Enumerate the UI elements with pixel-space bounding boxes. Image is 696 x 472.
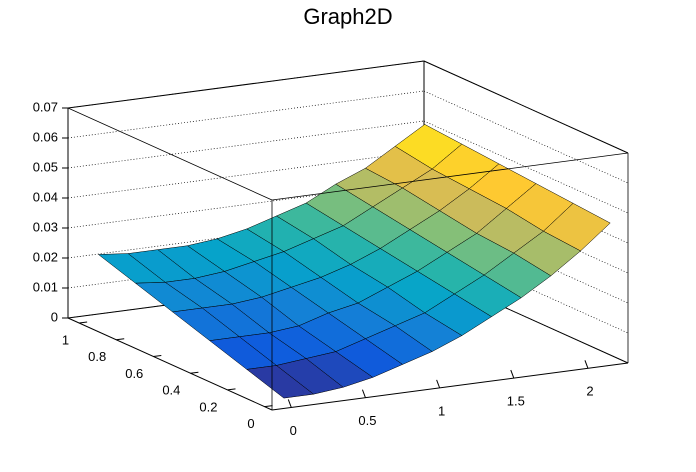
y-tick-label: 0.2 bbox=[199, 399, 217, 414]
z-tick-label: 0.07 bbox=[33, 99, 58, 114]
z-tick-label: 0.05 bbox=[33, 159, 58, 174]
z-tick-label: 0.03 bbox=[33, 219, 58, 234]
x-tick bbox=[287, 399, 292, 408]
grid-line bbox=[423, 270, 629, 364]
y-tick-label: 0 bbox=[247, 416, 254, 431]
grid-line bbox=[423, 90, 629, 184]
y-tick-label: 1 bbox=[62, 332, 69, 347]
z-tick-label: 0.02 bbox=[33, 249, 58, 264]
x-axis bbox=[271, 362, 629, 411]
x-tick-label: 1 bbox=[438, 403, 445, 418]
grid-line bbox=[423, 60, 629, 154]
x-tick-label: 0 bbox=[290, 423, 297, 438]
y-axis bbox=[67, 317, 273, 411]
y-tick-label: 0.6 bbox=[125, 366, 143, 381]
y-tick bbox=[153, 354, 162, 357]
x-tick bbox=[436, 379, 441, 389]
z-tick-label: 0.06 bbox=[33, 129, 58, 144]
x-tick bbox=[361, 389, 366, 398]
y-tick bbox=[227, 388, 236, 391]
box-edge bbox=[271, 152, 629, 201]
box-edge bbox=[67, 60, 425, 109]
chart-title: Graph2D bbox=[303, 4, 392, 29]
y-tick-label: 0.4 bbox=[162, 383, 180, 398]
z-tick-label: 0.04 bbox=[33, 189, 58, 204]
x-tick bbox=[510, 369, 515, 379]
z-tick-label: 0.01 bbox=[33, 279, 58, 294]
y-tick bbox=[116, 338, 125, 341]
y-tick bbox=[264, 405, 273, 408]
y-tick bbox=[190, 371, 199, 374]
x-tick bbox=[584, 360, 589, 369]
x-tick-label: 0.5 bbox=[358, 413, 376, 428]
z-tick-label: 0 bbox=[51, 309, 58, 324]
y-tick-label: 0.8 bbox=[88, 349, 106, 364]
x-tick-label: 2 bbox=[586, 384, 593, 399]
surface-cell bbox=[246, 365, 315, 399]
grid-line bbox=[423, 120, 629, 214]
x-tick-label: 1.5 bbox=[507, 394, 525, 409]
box-edge bbox=[67, 107, 273, 201]
y-tick bbox=[79, 321, 88, 324]
